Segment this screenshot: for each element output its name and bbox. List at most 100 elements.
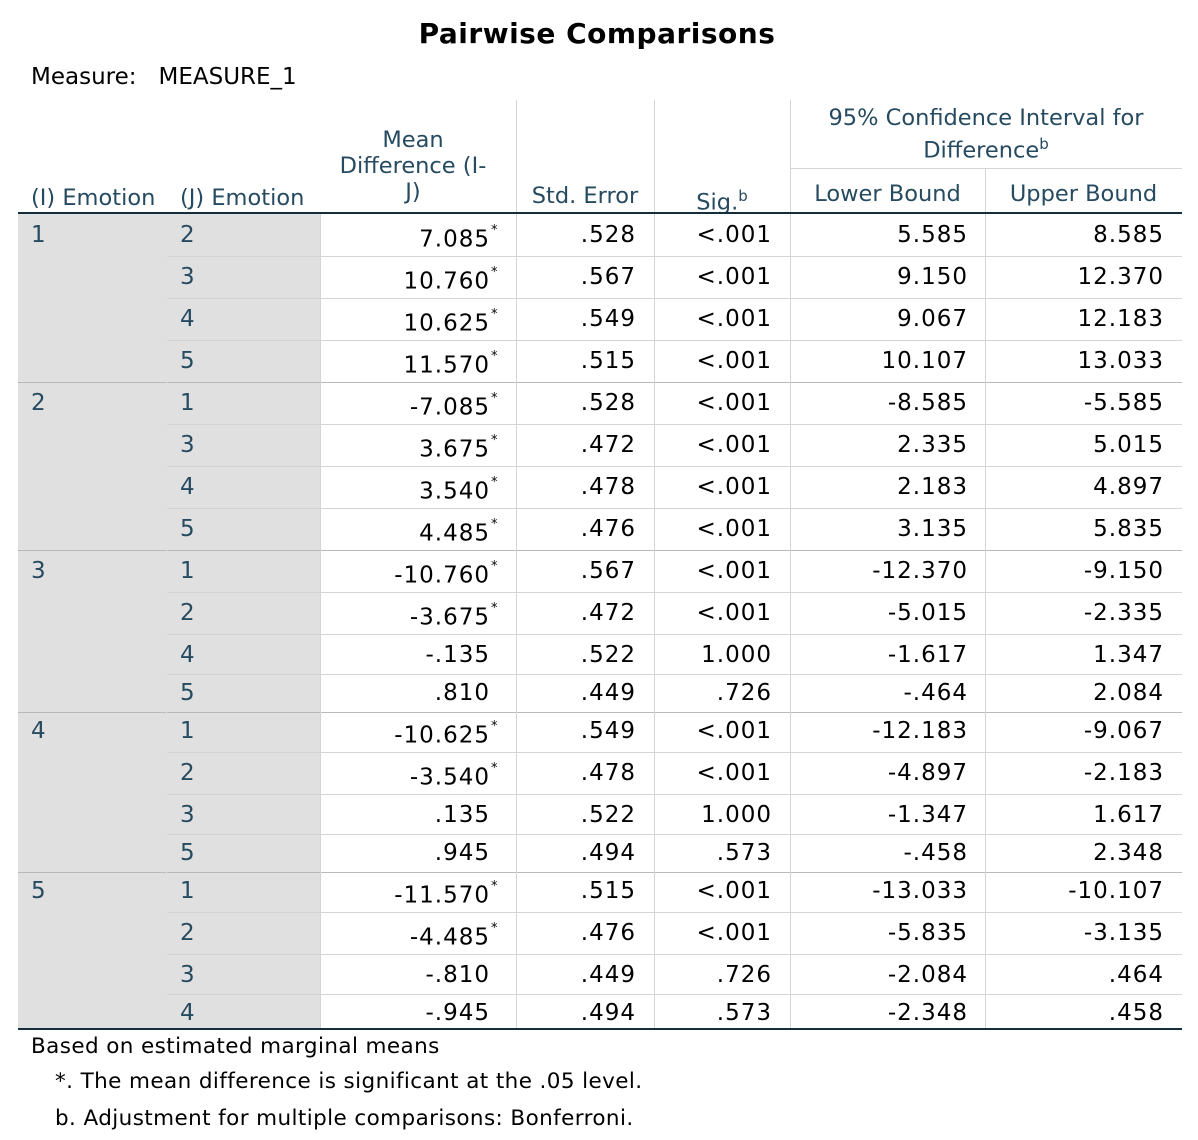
row-divider [166, 466, 1182, 467]
cell-lower-bound: -12.370 [872, 558, 968, 584]
group-divider [18, 872, 1182, 873]
mean-difference-value: -4.485 [409, 924, 490, 951]
header-confidence-interval: 95% Confidence Interval for Differenceb [790, 105, 1182, 164]
mean-difference-value: -.135 [425, 642, 490, 668]
mean-difference-value: .810 [434, 680, 490, 706]
cell-std-error: .478 [580, 474, 636, 500]
header-ci-line1: 95% Confidence Interval for [828, 105, 1144, 131]
row-divider [166, 752, 1182, 753]
cell-std-error: .449 [580, 962, 636, 988]
cell-upper-bound: 5.835 [1093, 516, 1164, 542]
row-j-emotion: 2 [180, 222, 196, 248]
cell-upper-bound: 2.084 [1093, 680, 1164, 706]
cell-lower-bound: -8.585 [887, 390, 968, 416]
row-divider [166, 954, 1182, 955]
row-j-emotion: 1 [180, 878, 196, 904]
header-divider [985, 168, 986, 214]
cell-lower-bound: 5.585 [897, 222, 968, 248]
table-title: Pairwise Comparisons [418, 17, 776, 50]
mean-difference-value: -3.675 [409, 604, 490, 631]
cell-mean-difference: -3.675* [320, 598, 500, 633]
cell-lower-bound: -5.835 [887, 920, 968, 946]
row-j-emotion: 3 [180, 264, 196, 290]
cell-std-error: .549 [580, 306, 636, 332]
cell-sig: <.001 [696, 474, 772, 500]
header-sig: Sig.b [654, 183, 790, 216]
mean-difference-value: 3.675 [419, 436, 490, 463]
cell-sig: <.001 [696, 718, 772, 744]
row-j-emotion: 4 [180, 474, 196, 500]
significance-star: * [491, 433, 498, 448]
row-j-emotion: 2 [180, 920, 196, 946]
header-mean-difference-line1: Mean [382, 127, 444, 153]
column-divider [516, 214, 517, 1028]
cell-lower-bound: 9.067 [897, 306, 968, 332]
cell-lower-bound: -5.015 [887, 600, 968, 626]
row-i-emotion: 1 [31, 222, 47, 248]
footnote-bonferroni: b. Adjustment for multiple comparisons: … [55, 1106, 634, 1131]
header-std-error: Std. Error [531, 183, 639, 209]
cell-lower-bound: 9.150 [897, 264, 968, 290]
cell-std-error: .494 [580, 1000, 636, 1026]
mean-difference-value: -.945 [425, 1000, 490, 1026]
cell-upper-bound: -2.335 [1083, 600, 1164, 626]
row-i-emotion: 2 [31, 390, 47, 416]
cell-mean-difference: -7.085* [320, 388, 500, 423]
cell-sig: <.001 [696, 390, 772, 416]
header-rule [18, 212, 1182, 214]
cell-mean-difference: .135 [320, 800, 500, 830]
cell-mean-difference: -.135 [320, 640, 500, 670]
header-divider [790, 100, 791, 214]
significance-star: * [491, 475, 498, 490]
cell-sig: <.001 [696, 878, 772, 904]
row-j-emotion: 5 [180, 348, 196, 374]
cell-sig: <.001 [696, 222, 772, 248]
significance-star: * [491, 601, 498, 616]
cell-mean-difference: .945 [320, 838, 500, 868]
cell-sig: <.001 [696, 516, 772, 542]
row-j-emotion: 1 [180, 718, 196, 744]
row-i-emotion: 3 [31, 558, 47, 584]
cell-sig: .573 [716, 840, 772, 866]
mean-difference-value: 10.760 [403, 268, 490, 295]
row-divider [166, 634, 1182, 635]
header-mean-difference: Mean Difference (I- J) [320, 127, 506, 205]
mean-difference-value: -10.760 [394, 562, 490, 589]
cell-sig: .573 [716, 1000, 772, 1026]
cell-upper-bound: -5.585 [1083, 390, 1164, 416]
cell-sig: <.001 [696, 760, 772, 786]
mean-difference-value: -.810 [425, 962, 490, 988]
cell-mean-difference: 10.625* [320, 304, 500, 339]
cell-sig: .726 [716, 962, 772, 988]
row-j-emotion: 4 [180, 1000, 196, 1026]
cell-mean-difference: -3.540* [320, 758, 500, 793]
cell-sig: <.001 [696, 432, 772, 458]
cell-mean-difference: .810 [320, 678, 500, 708]
cell-upper-bound: 12.370 [1077, 264, 1164, 290]
row-divider [166, 912, 1182, 913]
mean-difference-value: 4.485 [419, 520, 490, 547]
row-divider [166, 256, 1182, 257]
cell-upper-bound: 13.033 [1077, 348, 1164, 374]
cell-lower-bound: -.464 [903, 680, 968, 706]
cell-upper-bound: 2.348 [1093, 840, 1164, 866]
row-divider [166, 592, 1182, 593]
mean-difference-value: 10.625 [403, 310, 490, 337]
header-mean-difference-line3: J) [405, 179, 421, 205]
cell-mean-difference: -4.485* [320, 918, 500, 953]
cell-mean-difference: -.810 [320, 960, 500, 990]
cell-upper-bound: .458 [1108, 1000, 1164, 1026]
row-j-emotion: 2 [180, 760, 196, 786]
significance-star: * [491, 349, 498, 364]
header-sig-footnote-mark: b [738, 187, 748, 205]
measure-value: MEASURE_1 [158, 64, 297, 90]
cell-std-error: .472 [580, 432, 636, 458]
cell-mean-difference: -10.760* [320, 556, 500, 591]
header-i-emotion: (I) Emotion [31, 185, 156, 211]
cell-std-error: .494 [580, 840, 636, 866]
row-divider [166, 340, 1182, 341]
header-ci-footnote-mark: b [1039, 135, 1049, 153]
cell-sig: <.001 [696, 600, 772, 626]
footnote-based-on: Based on estimated marginal means [31, 1034, 440, 1059]
mean-difference-value: 7.085 [419, 226, 490, 253]
